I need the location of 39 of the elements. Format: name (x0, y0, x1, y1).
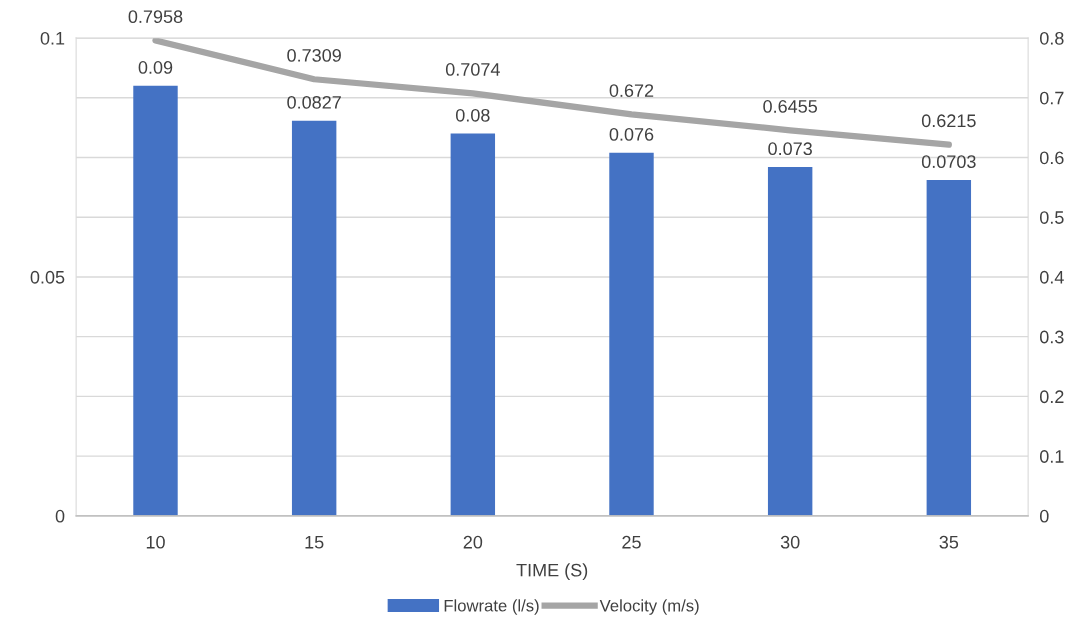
x-axis-title: TIME (S) (516, 563, 588, 581)
y2-tick-label: 0.8 (1039, 31, 1064, 45)
y2-tick-label: 0.1 (1039, 450, 1064, 463)
bar (291, 120, 337, 516)
data-label: 0.7958 (128, 10, 183, 24)
bar (450, 133, 496, 516)
data-label: 0.6455 (763, 100, 818, 113)
bar (609, 152, 654, 516)
data-label: 0.09 (138, 61, 173, 74)
y2-tick-label: 0.3 (1039, 330, 1064, 344)
y-tick-label: 0.05 (30, 270, 65, 284)
data-label: 0.08 (455, 108, 490, 122)
bar (767, 167, 813, 516)
x-tick-label: 30 (780, 535, 800, 549)
y2-tick-label: 0.2 (1039, 390, 1064, 404)
data-label: 0.672 (609, 84, 654, 97)
x-tick-label: 10 (146, 535, 165, 549)
legend-label: Velocity (m/s) (599, 599, 699, 615)
y2-tick-label: 0.6 (1039, 151, 1064, 165)
x-tick-label: 15 (305, 536, 324, 549)
data-label: 0.6215 (921, 114, 976, 128)
data-label: 0.076 (609, 127, 654, 141)
data-label: 0.7309 (287, 49, 341, 62)
legend-label: Flowrate (l/s) (444, 599, 539, 615)
data-label: 0.0703 (921, 155, 976, 169)
bar (133, 85, 178, 516)
y2-tick-label: 0.4 (1039, 270, 1064, 284)
y2-tick-label: 0.7 (1039, 91, 1064, 105)
x-tick-label: 20 (463, 535, 483, 549)
bar (926, 179, 972, 516)
y-tick-label: 0 (55, 509, 65, 523)
y2-tick-label: 0 (1039, 509, 1049, 523)
y2-tick-label: 0.5 (1039, 211, 1064, 224)
x-tick-label: 35 (939, 535, 959, 549)
data-label: 0.7074 (445, 63, 500, 76)
y-tick-label: 0.1 (40, 31, 65, 45)
data-label: 0.0827 (287, 95, 341, 109)
x-tick-label: 25 (622, 535, 641, 549)
data-label: 0.073 (768, 142, 812, 156)
